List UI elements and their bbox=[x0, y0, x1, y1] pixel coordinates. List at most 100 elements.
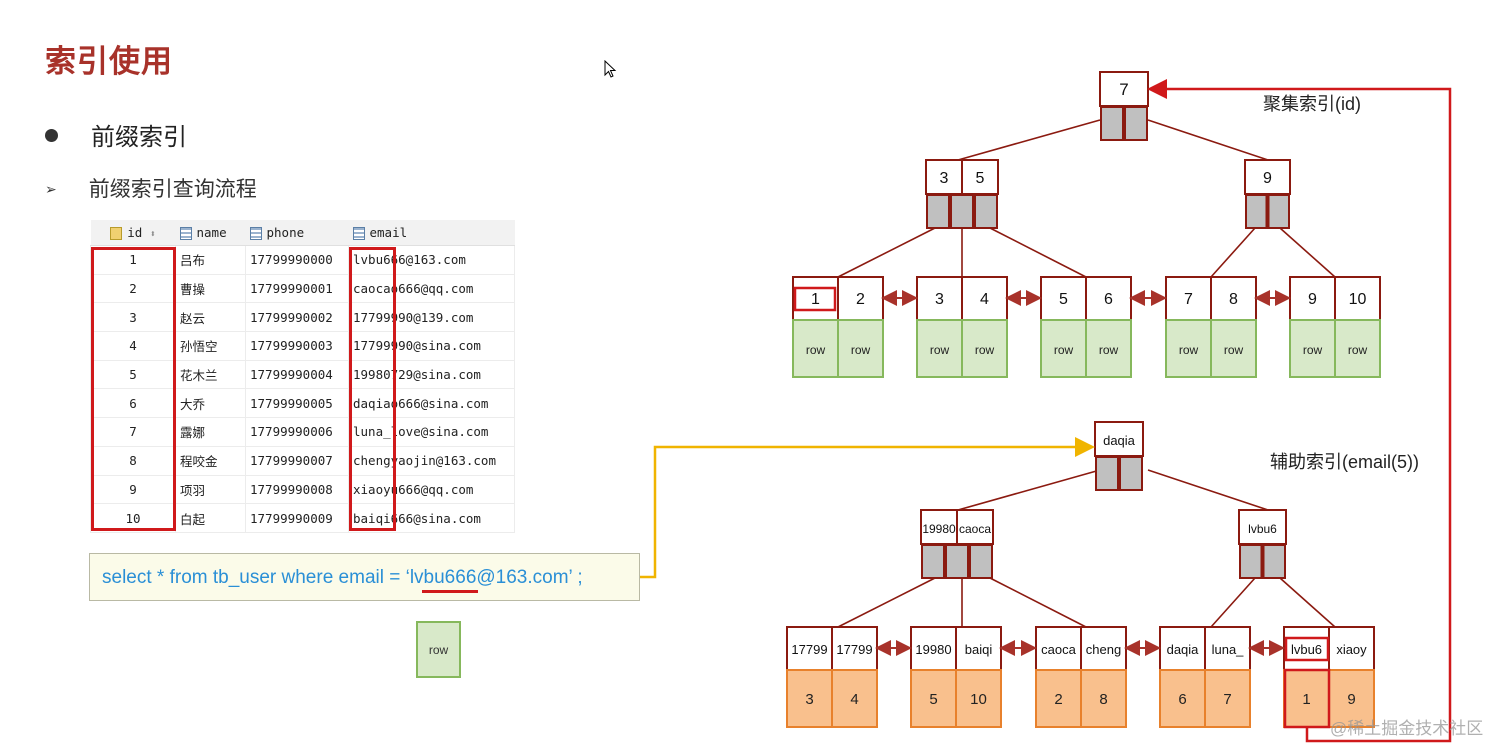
node-pointer-cell bbox=[1262, 544, 1286, 579]
row-id-value-cell bbox=[1283, 669, 1330, 728]
row-data: row bbox=[975, 343, 995, 357]
leaf-key: 3 bbox=[935, 291, 944, 308]
leaf-key: lvbu6 bbox=[1291, 642, 1322, 657]
cell-name: 赵云 bbox=[175, 302, 246, 333]
back-to-table-lookup-arrow bbox=[1147, 79, 1452, 743]
node-pointer-cell bbox=[921, 544, 945, 579]
column-header-email[interactable]: email bbox=[348, 220, 515, 246]
leaf-key: daqia bbox=[1167, 642, 1200, 657]
node-key: caoca bbox=[959, 522, 991, 536]
node-pointer-cell bbox=[1095, 456, 1119, 491]
node-key: 19980 bbox=[922, 522, 956, 536]
row-data-cell bbox=[1040, 319, 1087, 378]
node-key: 3 bbox=[940, 170, 949, 187]
leaf-key: xiaoy bbox=[1336, 642, 1367, 657]
tree-edge bbox=[1147, 469, 1269, 511]
leaf-key: 17799 bbox=[791, 642, 827, 657]
cell-name: 露娜 bbox=[175, 417, 246, 447]
table-row[interactable]: 10 白起 17799990009 baiqi666@sina.com bbox=[90, 503, 515, 533]
table-row[interactable]: 7 露娜 17799990006 luna_love@sina.com bbox=[90, 417, 515, 447]
row-id-value: 8 bbox=[1099, 691, 1107, 708]
tree-edge bbox=[1210, 227, 1256, 278]
node-pointer-cell bbox=[1124, 106, 1148, 141]
cell-id: 5 bbox=[90, 359, 176, 390]
row-data: row bbox=[1224, 343, 1244, 357]
row-data: row bbox=[1348, 343, 1368, 357]
column-icon bbox=[249, 227, 262, 240]
leaf-key-cell bbox=[1080, 626, 1127, 671]
leaf-key-cell bbox=[910, 626, 957, 671]
cell-phone: 17799990004 bbox=[245, 359, 349, 390]
cell-name: 程咬金 bbox=[175, 445, 246, 476]
row-data-cell bbox=[1334, 319, 1381, 378]
row-data-cell bbox=[1085, 319, 1132, 378]
node-pointer-cell bbox=[974, 194, 998, 229]
leaf-key-cell bbox=[1210, 276, 1257, 321]
row-id-value-cell bbox=[1204, 669, 1251, 728]
query-value-underline bbox=[422, 590, 478, 593]
cell-phone: 17799990009 bbox=[245, 503, 349, 533]
tree-edge bbox=[1279, 227, 1336, 278]
tree-edge bbox=[837, 577, 936, 628]
column-label: phone bbox=[266, 225, 305, 240]
column-header-phone[interactable]: phone bbox=[245, 220, 349, 246]
column-label: id bbox=[127, 225, 143, 240]
watermark: @稀土掘金技术社区 bbox=[1330, 719, 1484, 738]
table-row[interactable]: 2 曹操 17799990001 caocao666@qq.com bbox=[90, 273, 515, 304]
arrow-bullet-icon: ➢ bbox=[45, 181, 57, 197]
row-data: row bbox=[1303, 343, 1323, 357]
slide-title: 索引使用 bbox=[45, 44, 173, 79]
row-data: row bbox=[930, 343, 950, 357]
cell-email: baiqi666@sina.com bbox=[348, 503, 515, 533]
sort-icon[interactable]: ⬍ bbox=[149, 229, 156, 240]
cell-email: 19980729@sina.com bbox=[348, 359, 515, 390]
row-data: row bbox=[851, 343, 871, 357]
leaf-key: 17799 bbox=[836, 642, 872, 657]
row-data-cell bbox=[961, 319, 1008, 378]
table-row[interactable]: 6 大乔 17799990005 daqiao666@sina.com bbox=[90, 388, 515, 419]
tree-edge bbox=[957, 469, 1101, 511]
leaf-key: cheng bbox=[1086, 642, 1121, 657]
column-icon bbox=[179, 227, 192, 240]
leaf-key-cell bbox=[1334, 276, 1381, 321]
table-row[interactable]: 3 赵云 17799990002 17799990@139.com bbox=[90, 302, 515, 333]
leaf-key-cell bbox=[1204, 626, 1251, 671]
column-label: email bbox=[369, 225, 408, 240]
cell-email: 17799990@139.com bbox=[348, 302, 515, 333]
row-data-cell bbox=[1210, 319, 1257, 378]
node-key-cell bbox=[920, 509, 958, 545]
leaf-key: 1 bbox=[811, 291, 820, 308]
leaf-key: 5 bbox=[1059, 291, 1068, 308]
leaf-key-cell bbox=[786, 626, 833, 671]
cell-name: 曹操 bbox=[175, 273, 246, 304]
leaf-key-cell bbox=[961, 276, 1008, 321]
node-key-cell bbox=[1244, 159, 1291, 195]
row-id-value: 10 bbox=[970, 691, 987, 708]
query-highlight: lvbu666 bbox=[409, 567, 477, 588]
clustered-index-label: 聚集索引(id) bbox=[1263, 94, 1361, 114]
row-data: row bbox=[806, 343, 826, 357]
cell-email: daqiao666@sina.com bbox=[348, 388, 515, 419]
sql-query-box: select * from tb_user where email = ‘lvb… bbox=[89, 553, 640, 601]
node-pointer-cell bbox=[1119, 456, 1143, 491]
id-column-highlight bbox=[91, 247, 176, 531]
table-row[interactable]: 5 花木兰 17799990004 19980729@sina.com bbox=[90, 359, 515, 390]
leaf-key: caoca bbox=[1041, 642, 1076, 657]
tree-edge bbox=[957, 119, 1101, 161]
row-data: row bbox=[1179, 343, 1199, 357]
row-data-cell bbox=[916, 319, 963, 378]
leaf-key-cell bbox=[837, 276, 884, 321]
node-pointer-cell bbox=[1245, 194, 1268, 229]
cell-id: 9 bbox=[90, 474, 176, 505]
row-id-value-cell bbox=[955, 669, 1002, 728]
row-id-value-cell bbox=[1035, 669, 1082, 728]
leaf-key: baiqi bbox=[965, 642, 993, 657]
leaf-key: 6 bbox=[1104, 291, 1113, 308]
column-header-name[interactable]: name bbox=[175, 220, 246, 246]
leaf-key-cell bbox=[1085, 276, 1132, 321]
leaf-key: 8 bbox=[1229, 291, 1238, 308]
row-id-value: 4 bbox=[850, 691, 858, 708]
column-icon bbox=[352, 227, 365, 240]
secondary-key-highlight bbox=[1284, 636, 1330, 662]
mouse-cursor-icon bbox=[604, 59, 618, 85]
